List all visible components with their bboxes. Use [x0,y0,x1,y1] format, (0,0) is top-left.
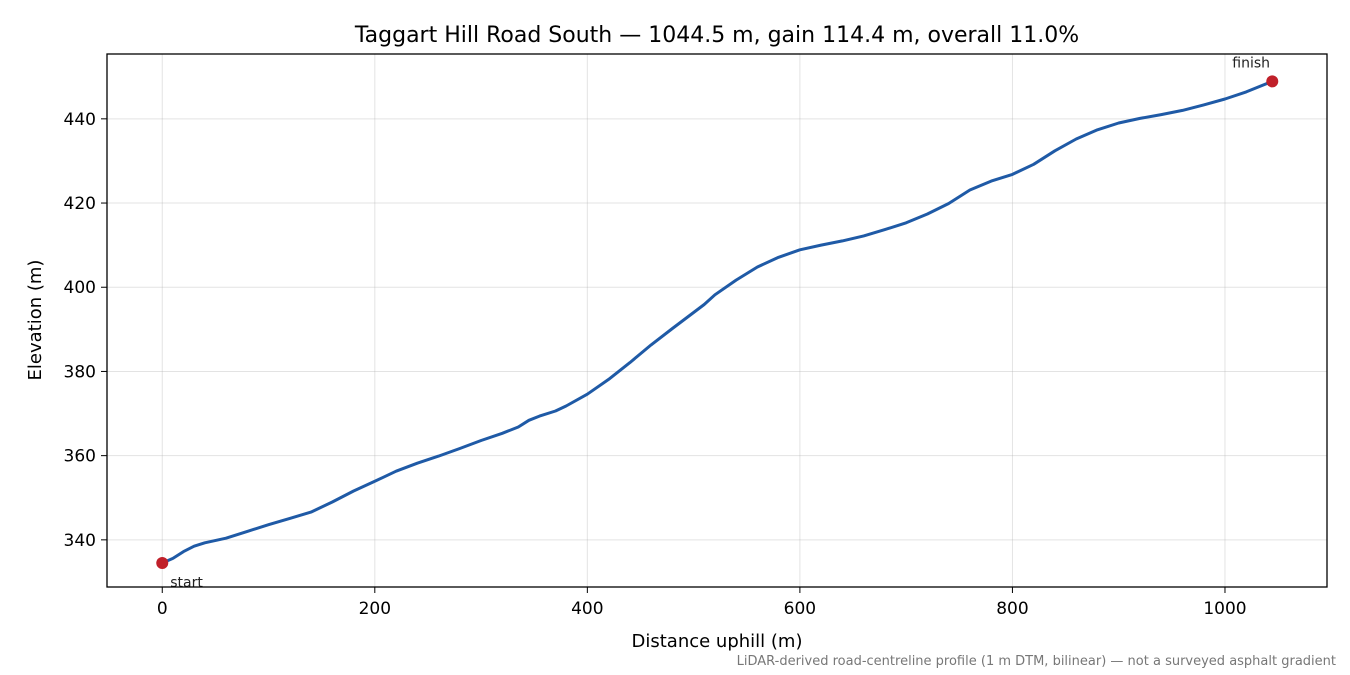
x-tick-label: 400 [571,599,603,619]
y-tick-label: 400 [64,278,96,298]
x-tick-label: 1000 [1203,599,1246,619]
x-tick-label: 0 [157,599,168,619]
axis-ticks: 0 200 400 600 800 1000 340 360 380 400 420 440 [64,110,1247,619]
y-axis-label: Elevation (m) [25,260,46,381]
grid-lines [107,54,1327,587]
elevation-profile-line [160,79,1274,565]
y-tick-label: 340 [64,531,96,551]
x-tick-label: 600 [784,599,816,619]
endpoint-markers: start finish [156,55,1279,591]
y-tick-label: 360 [64,447,96,467]
x-axis-label: Distance uphill (m) [632,631,803,652]
start-label: start [170,575,203,591]
finish-label: finish [1232,55,1270,71]
start-marker [156,557,169,570]
finish-marker [1266,75,1279,88]
y-tick-label: 380 [64,362,96,382]
x-tick-label: 200 [359,599,391,619]
data-source-footnote: LiDAR-derived road-centreline profile (1… [737,654,1336,669]
chart-title: Taggart Hill Road South — 1044.5 m, gain… [354,23,1079,48]
y-tick-label: 440 [64,110,96,130]
y-tick-label: 420 [64,194,96,214]
x-tick-label: 800 [996,599,1028,619]
plot-frame [106,53,1328,588]
